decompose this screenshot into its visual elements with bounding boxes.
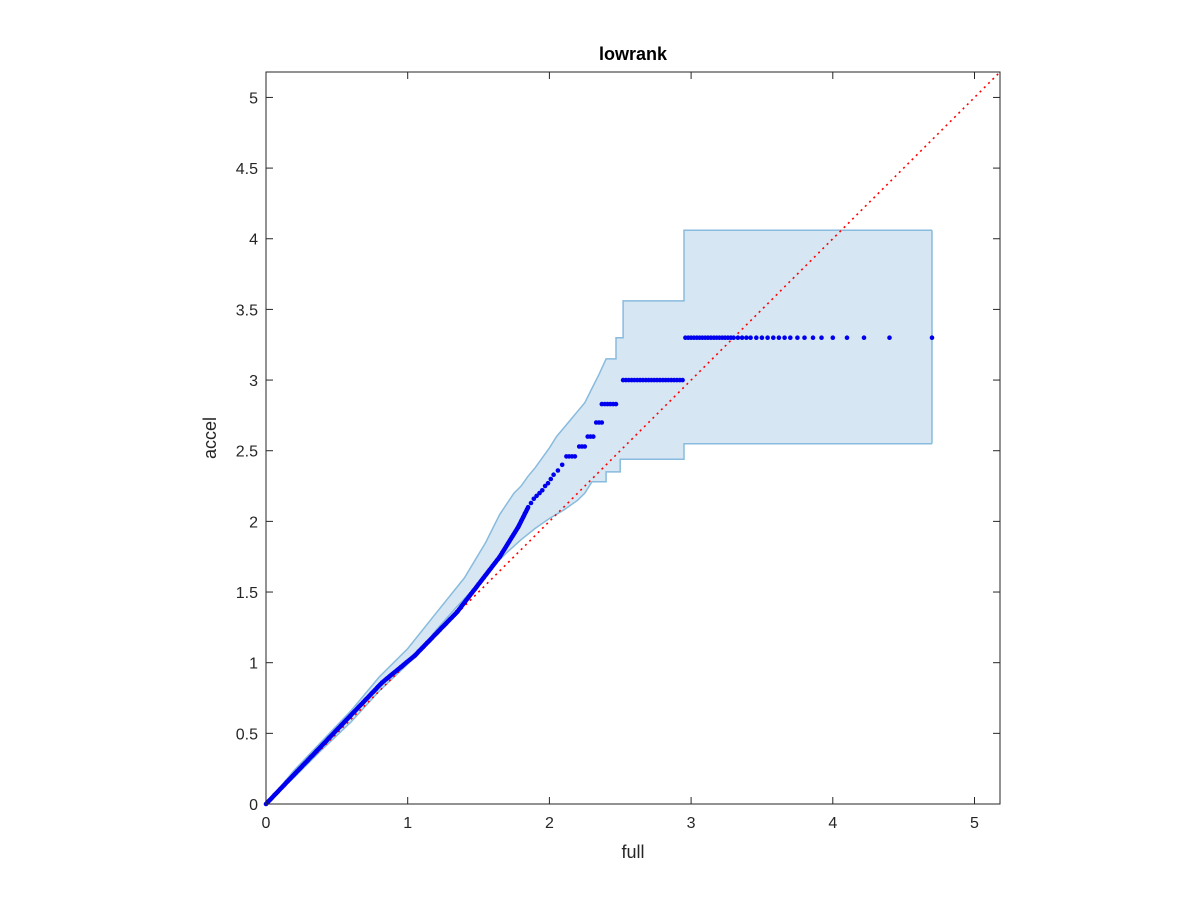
chart-title: lowrank [599, 44, 668, 64]
data-point [861, 335, 867, 341]
data-point [534, 493, 539, 499]
data-point [788, 335, 793, 341]
data-point [572, 454, 578, 459]
data-point [555, 468, 561, 473]
data-point [754, 335, 759, 341]
data-point [537, 490, 542, 496]
x-tick-label: 1 [403, 815, 412, 832]
data-point [748, 335, 753, 341]
data-point [739, 335, 745, 341]
data-point [771, 335, 776, 341]
y-tick-label: 3 [249, 373, 258, 390]
data-point [591, 434, 596, 439]
y-tick-label: 2.5 [236, 444, 258, 461]
data-point [759, 335, 765, 341]
x-tick-label: 0 [262, 815, 271, 832]
data-point [844, 335, 850, 341]
confidence-band [265, 229, 933, 805]
y-axis-ticks: 0 0.5 1 1.5 2 2.5 3 3.5 4 4.5 5 [236, 90, 1000, 814]
x-axis-ticks: 0 1 2 3 4 5 [262, 72, 979, 832]
x-tick-label: 4 [828, 815, 837, 832]
x-axis-label: full [621, 842, 644, 862]
data-point [551, 472, 556, 478]
y-axis-label: accel [200, 417, 220, 459]
data-point [548, 476, 554, 482]
data-point [613, 401, 619, 407]
data-point [559, 462, 565, 468]
y-tick-label: 5 [249, 90, 258, 107]
y-tick-label: 1.5 [236, 585, 258, 602]
axes-box [265, 71, 1001, 805]
data-point [795, 335, 800, 341]
data-point [782, 335, 787, 341]
band-upper-edge [265, 229, 932, 805]
data-point [680, 377, 685, 383]
data-point [540, 488, 545, 493]
y-tick-label: 2 [249, 514, 258, 531]
x-tick-label: 3 [687, 815, 696, 832]
data-point [582, 444, 588, 449]
data-point [542, 483, 548, 489]
data-point [830, 335, 836, 341]
data-point [545, 480, 551, 486]
data-point [731, 335, 736, 341]
data-point [819, 335, 824, 341]
data-point [525, 504, 531, 510]
data-point [531, 496, 537, 502]
data-point [599, 420, 605, 425]
data-point [735, 335, 741, 341]
y-tick-label: 0 [249, 797, 258, 814]
data-point [765, 335, 770, 341]
band-lower-edge [265, 442, 932, 805]
y-tick-label: 3.5 [236, 302, 258, 319]
x-tick-label: 5 [970, 815, 979, 832]
data-point [810, 335, 816, 341]
band-fill [266, 230, 932, 805]
data-point [802, 335, 807, 341]
data-point [929, 335, 935, 341]
y-tick-label: 1 [249, 656, 258, 673]
data-point [744, 335, 749, 341]
data-points [263, 335, 935, 807]
y-tick-label: 4.5 [236, 161, 258, 178]
data-point [528, 500, 534, 506]
y-tick-label: 4 [249, 232, 258, 249]
x-tick-label: 2 [545, 815, 554, 832]
y-tick-label: 0.5 [236, 726, 258, 743]
data-point [776, 335, 782, 341]
data-point [887, 335, 892, 341]
